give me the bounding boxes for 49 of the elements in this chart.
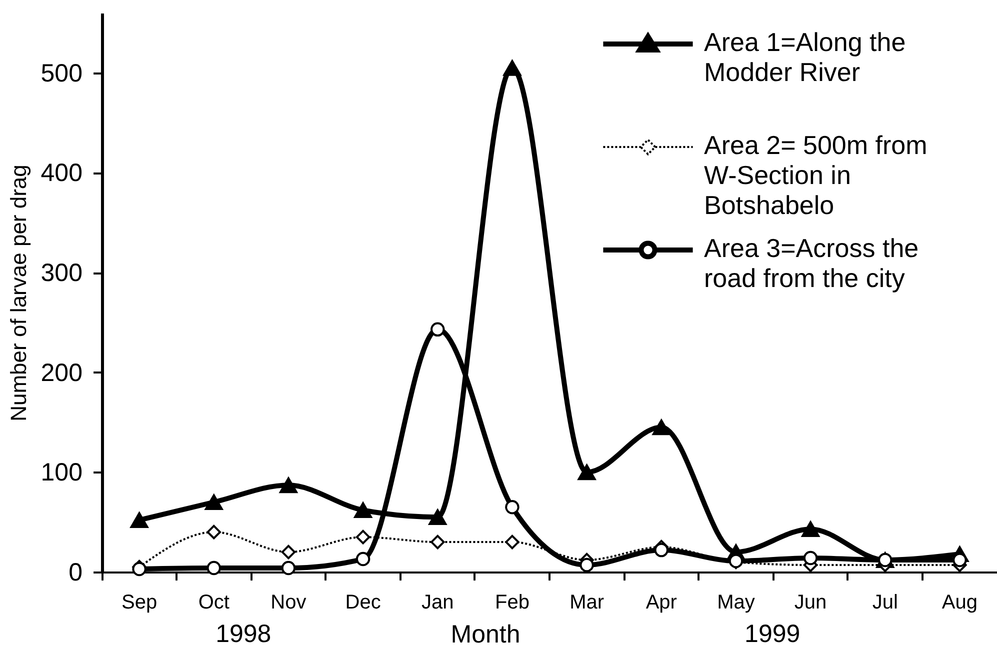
x-tick-label: Sep: [121, 592, 158, 614]
x-tick-label: Mar: [570, 592, 604, 614]
point: [281, 544, 296, 560]
point: [206, 524, 221, 540]
point: [652, 419, 670, 436]
point: [578, 464, 596, 480]
x-tick-label: Dec: [345, 592, 381, 614]
point: [580, 558, 594, 572]
point: [430, 534, 445, 550]
x-tick-label: Oct: [198, 592, 230, 614]
point: [206, 560, 221, 576]
point: [279, 477, 298, 494]
x-tick-label: May: [717, 592, 755, 614]
y-tick-label: 400: [40, 159, 82, 188]
text: 1998: [216, 620, 272, 648]
y-tick-label: 100: [40, 458, 82, 487]
point: [803, 550, 818, 566]
point: [430, 322, 445, 337]
x-tick-label: Feb: [494, 592, 530, 614]
x-tick-label: Nov: [270, 592, 306, 614]
point: [281, 560, 296, 576]
point: [952, 552, 967, 568]
point: [132, 562, 146, 576]
point: [356, 552, 370, 566]
x-tick-label: Aug: [942, 592, 978, 614]
point: [130, 512, 148, 528]
x-tick-label: Apr: [646, 592, 678, 614]
point: [654, 542, 668, 558]
y-tick-label: 500: [40, 59, 82, 88]
legend-label: Area 2= 500m from W-Section in Botshabelo: [704, 130, 928, 220]
y-tick-label: 200: [40, 358, 82, 387]
point: [354, 502, 372, 518]
point: [503, 60, 522, 76]
point: [356, 530, 370, 544]
legend-label: Area 3=Across the road from the city: [704, 233, 919, 293]
point: [204, 494, 223, 510]
legend-label: Area 1=Along the Modder River: [704, 27, 906, 87]
y-tick-label: 0: [68, 558, 82, 586]
x-tick-label: Jul: [872, 592, 898, 614]
text: 1999: [744, 620, 800, 648]
point: [505, 500, 520, 514]
y-axis-title: Number of larvae per drag: [6, 164, 31, 422]
x-tick-label: Jan: [422, 592, 454, 614]
point: [802, 521, 820, 538]
point: [505, 534, 520, 550]
point: [428, 509, 447, 526]
y-tick-label: 300: [40, 259, 82, 288]
x-axis-title: Month: [450, 620, 520, 648]
x-tick-label: Jun: [794, 592, 827, 614]
